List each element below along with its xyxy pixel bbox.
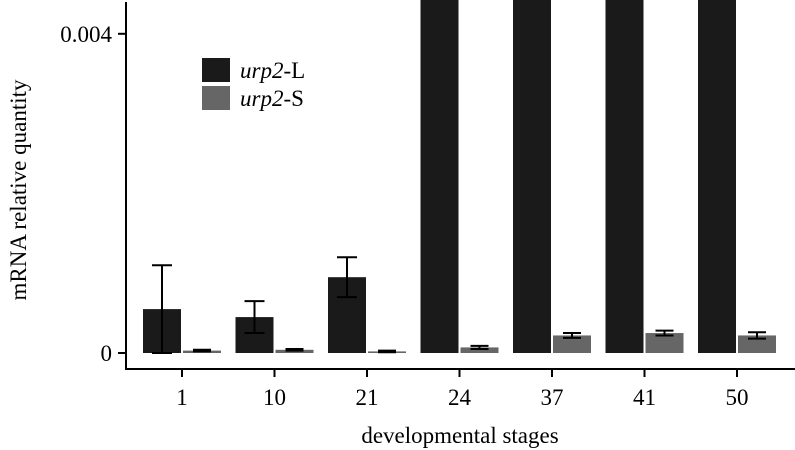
error-bar-urp2-L-stage-1 <box>152 264 172 354</box>
error-bar-urp2-S-stage-21 <box>378 349 396 354</box>
error-bar-urp2-S-stage-24 <box>470 344 489 351</box>
bar-urp2-S-stage-50 <box>738 335 776 353</box>
error-bar-urp2-S-stage-50 <box>748 331 766 340</box>
legend-swatch-urp2-S <box>202 86 230 110</box>
error-bar-urp2-S-stage-1 <box>193 348 211 353</box>
y-tick-label-0.004: 0.004 <box>60 22 112 47</box>
x-tick-label-37: 37 <box>541 385 564 410</box>
x-axis-title: developmental stages <box>361 423 558 448</box>
x-tick-label-41: 41 <box>633 385 656 410</box>
legend: urp2-L urp2-S <box>202 58 305 111</box>
bar-urp2-L-stage-41 <box>605 0 644 353</box>
bars-layer <box>143 0 776 353</box>
y-tick-label-0: 0 <box>101 341 113 366</box>
legend-label-urp2-L-gene: urp2 <box>240 58 283 83</box>
y-ticks: 00.0040.0080.012 <box>60 22 126 366</box>
bar-urp2-S-stage-37 <box>553 335 591 353</box>
error-bars-layer <box>152 256 766 354</box>
bar-urp2-L-stage-24 <box>420 0 459 353</box>
error-bar-urp2-S-stage-41 <box>655 329 674 337</box>
x-tick-label-1: 1 <box>176 385 188 410</box>
x-tick-label-24: 24 <box>448 385 472 410</box>
bar-urp2-L-stage-37 <box>513 0 551 353</box>
legend-label-urp2-L: urp2-L <box>240 58 305 83</box>
legend-label-urp2-S-gene: urp2 <box>240 86 283 111</box>
bar-urp2-S-stage-24 <box>460 347 499 353</box>
error-bar-urp2-S-stage-37 <box>563 332 581 339</box>
legend-swatch-urp2-L <box>202 58 230 82</box>
bar-urp2-S-stage-41 <box>645 333 684 353</box>
bar-urp2-L-stage-50 <box>698 0 736 353</box>
error-bar-urp2-S-stage-10 <box>285 348 304 352</box>
error-bar-urp2-L-stage-21 <box>337 256 357 299</box>
legend-label-urp2-S-suffix: -S <box>283 86 303 111</box>
x-tick-label-10: 10 <box>263 385 286 410</box>
error-bar-urp2-L-stage-10 <box>244 300 265 335</box>
x-tick-label-21: 21 <box>356 385 379 410</box>
y-axis-title: mRNA relative quantity <box>6 79 31 301</box>
legend-label-urp2-L-suffix: -L <box>283 58 305 83</box>
x-ticks: 1 10 21 24 37 41 50 <box>176 369 749 410</box>
x-tick-label-50: 50 <box>726 385 749 410</box>
legend-label-urp2-S: urp2-S <box>240 86 304 111</box>
